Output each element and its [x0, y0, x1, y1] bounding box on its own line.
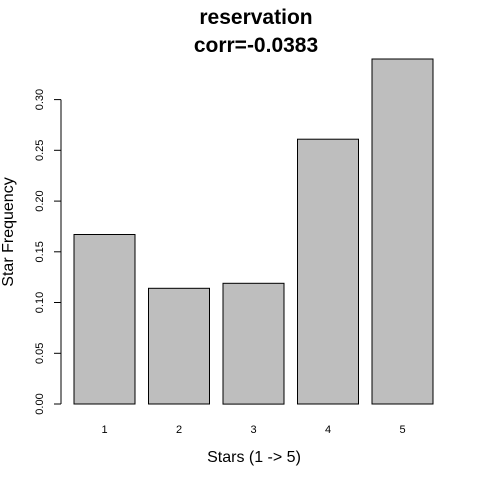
y-axis: 0.00 0.05 0.10 0.15 0.20 0.25 0.30 [34, 89, 62, 415]
chart-title: reservation [199, 6, 312, 29]
x-axis-title: Stars (1 -> 5) [207, 449, 301, 466]
x-tick-label: 4 [325, 424, 331, 436]
y-tick-label: 0.05 [34, 343, 46, 364]
x-tick-label: 3 [250, 424, 256, 436]
y-tick-label: 0.30 [34, 89, 46, 110]
bar-2 [148, 287, 210, 405]
bar-3 [222, 282, 285, 405]
x-tick-label: 1 [101, 424, 107, 436]
y-tick-label: 0.25 [34, 140, 46, 161]
bar-1 [73, 234, 136, 405]
y-tick-label: 0.10 [34, 292, 46, 313]
x-tick-label: 2 [176, 424, 182, 436]
y-tick-label: 0.15 [34, 241, 46, 262]
y-axis-title: Star Frequency [0, 177, 17, 286]
bars [73, 58, 434, 405]
y-tick-label: 0.20 [34, 190, 46, 211]
bar-5 [371, 58, 434, 405]
bar-4 [297, 138, 359, 405]
y-tick-label: 0.00 [34, 393, 46, 414]
chart-subtitle: corr=-0.0383 [194, 34, 318, 57]
x-axis-tick-labels: 1 2 3 4 5 [101, 424, 405, 436]
x-tick-label: 5 [399, 424, 405, 436]
